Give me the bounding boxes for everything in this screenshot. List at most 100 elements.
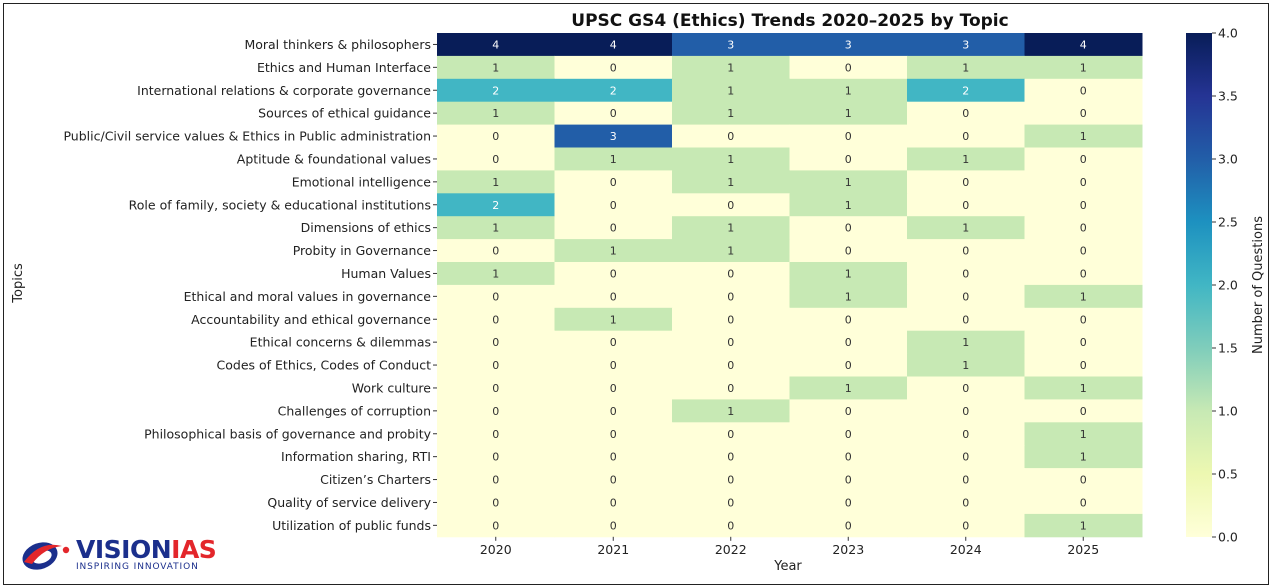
cell-value-label: 0 (1080, 176, 1087, 189)
cell-value-label: 1 (492, 222, 499, 235)
cell-value-label: 1 (727, 153, 734, 166)
colorbar-ticks: 0.0 0.5 1.0 1.5 2.0 2.5 3.0 3.5 4.0 (1212, 26, 1238, 545)
cell-value-label: 0 (610, 199, 617, 212)
column-label: 2022 (715, 542, 747, 557)
row-label: Sources of ethical guidance (258, 106, 431, 121)
cell-value-label: 0 (727, 267, 734, 280)
heatmap-cell (1024, 170, 1143, 194)
column-label: 2024 (950, 542, 982, 557)
cell-value-label: 0 (845, 474, 852, 487)
heatmap-cell (437, 330, 555, 355)
heatmap-cell (554, 101, 673, 126)
heatmap-cell (437, 445, 555, 469)
cell-value-label: 0 (492, 451, 499, 464)
cell-value-label: 0 (492, 496, 499, 509)
heatmap-cell (554, 170, 673, 194)
cell-value-label: 1 (727, 245, 734, 258)
cell-value-label: 0 (962, 382, 969, 395)
cell-value-label: 4 (492, 38, 499, 51)
heatmap-cell (907, 330, 1025, 355)
heatmap-cell (789, 262, 908, 286)
row-label: Work culture (352, 380, 432, 395)
heatmap-cell (907, 193, 1025, 217)
heatmap-cell (789, 307, 908, 332)
heatmap-cell (437, 399, 555, 423)
cell-value-label: 0 (610, 359, 617, 372)
column-label: 2021 (597, 542, 629, 557)
colorbar-tick-label: 0.0 (1218, 530, 1238, 545)
row-label: Aptitude & foundational values (237, 151, 431, 166)
heatmap-cell (907, 239, 1025, 263)
row-label: Quality of service delivery (267, 495, 431, 510)
cell-value-label: 0 (727, 336, 734, 349)
heatmap-cell (789, 376, 908, 400)
heatmap-cell (672, 33, 790, 57)
heatmap-cell (554, 399, 673, 423)
heatmap-cell (907, 353, 1025, 377)
cell-value-label: 1 (845, 199, 852, 212)
colorbar-tick-label: 2.5 (1218, 215, 1238, 230)
colorbar-tick-label: 1.0 (1218, 404, 1238, 419)
cell-value-label: 1 (845, 290, 852, 303)
heatmap-cell (789, 78, 908, 103)
row-label: Citizen’s Charters (320, 472, 431, 487)
cell-value-label: 0 (727, 382, 734, 395)
cell-value-label: 1 (845, 382, 852, 395)
logo-tagline: INSPIRING INNOVATION (76, 562, 199, 572)
cell-value-label: 0 (610, 519, 617, 532)
colorbar-tick-label: 0.5 (1218, 467, 1238, 482)
row-label: Human Values (341, 266, 431, 281)
cell-value-label: 1 (610, 153, 617, 166)
cell-value-label: 0 (1080, 359, 1087, 372)
cell-value-label: 3 (845, 38, 852, 51)
heatmap-cell (437, 33, 555, 57)
cell-value-label: 0 (1080, 153, 1087, 166)
cell-value-label: 0 (610, 382, 617, 395)
heatmap-cell (1024, 445, 1143, 469)
cell-value-label: 0 (492, 313, 499, 326)
heatmap-cell (672, 422, 790, 446)
row-label: Public/Civil service values & Ethics in … (63, 129, 431, 144)
cell-value-label: 0 (1080, 336, 1087, 349)
heatmap-cells (437, 33, 1143, 538)
cell-value-label: 0 (845, 405, 852, 418)
row-label: Accountability and ethical governance (191, 312, 431, 327)
cell-value-label: 0 (962, 451, 969, 464)
cell-value-label: 1 (492, 107, 499, 120)
cell-value-label: 1 (727, 107, 734, 120)
heatmap-cell (789, 330, 908, 355)
visionias-logo: VISIONIAS INSPIRING INNOVATION (20, 536, 220, 576)
heatmap-cell (907, 284, 1025, 309)
column-label: 2020 (480, 542, 512, 557)
cell-value-label: 1 (962, 153, 969, 166)
heatmap-cell (1024, 33, 1143, 57)
heatmap-cell (554, 33, 673, 57)
heatmap-cell (907, 445, 1025, 469)
cell-value-label: 0 (492, 153, 499, 166)
row-label: Ethics and Human Interface (257, 60, 431, 75)
cell-value-label: 0 (492, 336, 499, 349)
heatmap-cell (554, 78, 673, 103)
heatmap-cell (437, 101, 555, 126)
cell-value-label: 1 (1080, 130, 1087, 143)
cell-value-label: 1 (845, 267, 852, 280)
heatmap-cell (789, 353, 908, 377)
cell-value-label: 0 (610, 290, 617, 303)
cell-value-label: 0 (492, 130, 499, 143)
heatmap-cell (437, 491, 555, 515)
cell-value-label: 0 (962, 267, 969, 280)
heatmap-cell (672, 193, 790, 217)
cell-value-label: 0 (492, 474, 499, 487)
heatmap-cell (907, 101, 1025, 126)
heatmap-cell (1024, 55, 1143, 80)
heatmap-cell (907, 262, 1025, 286)
row-label: Ethical concerns & dilemmas (250, 335, 431, 350)
colorbar-tick-label: 3.0 (1218, 152, 1238, 167)
row-label: Moral thinkers & philosophers (244, 37, 431, 52)
heatmap-cell (554, 55, 673, 80)
cell-value-label: 1 (1080, 61, 1087, 74)
cell-value-label: 0 (1080, 199, 1087, 212)
cell-value-label: 1 (610, 313, 617, 326)
heatmap-cell (907, 170, 1025, 194)
cell-value-label: 1 (1080, 451, 1087, 464)
